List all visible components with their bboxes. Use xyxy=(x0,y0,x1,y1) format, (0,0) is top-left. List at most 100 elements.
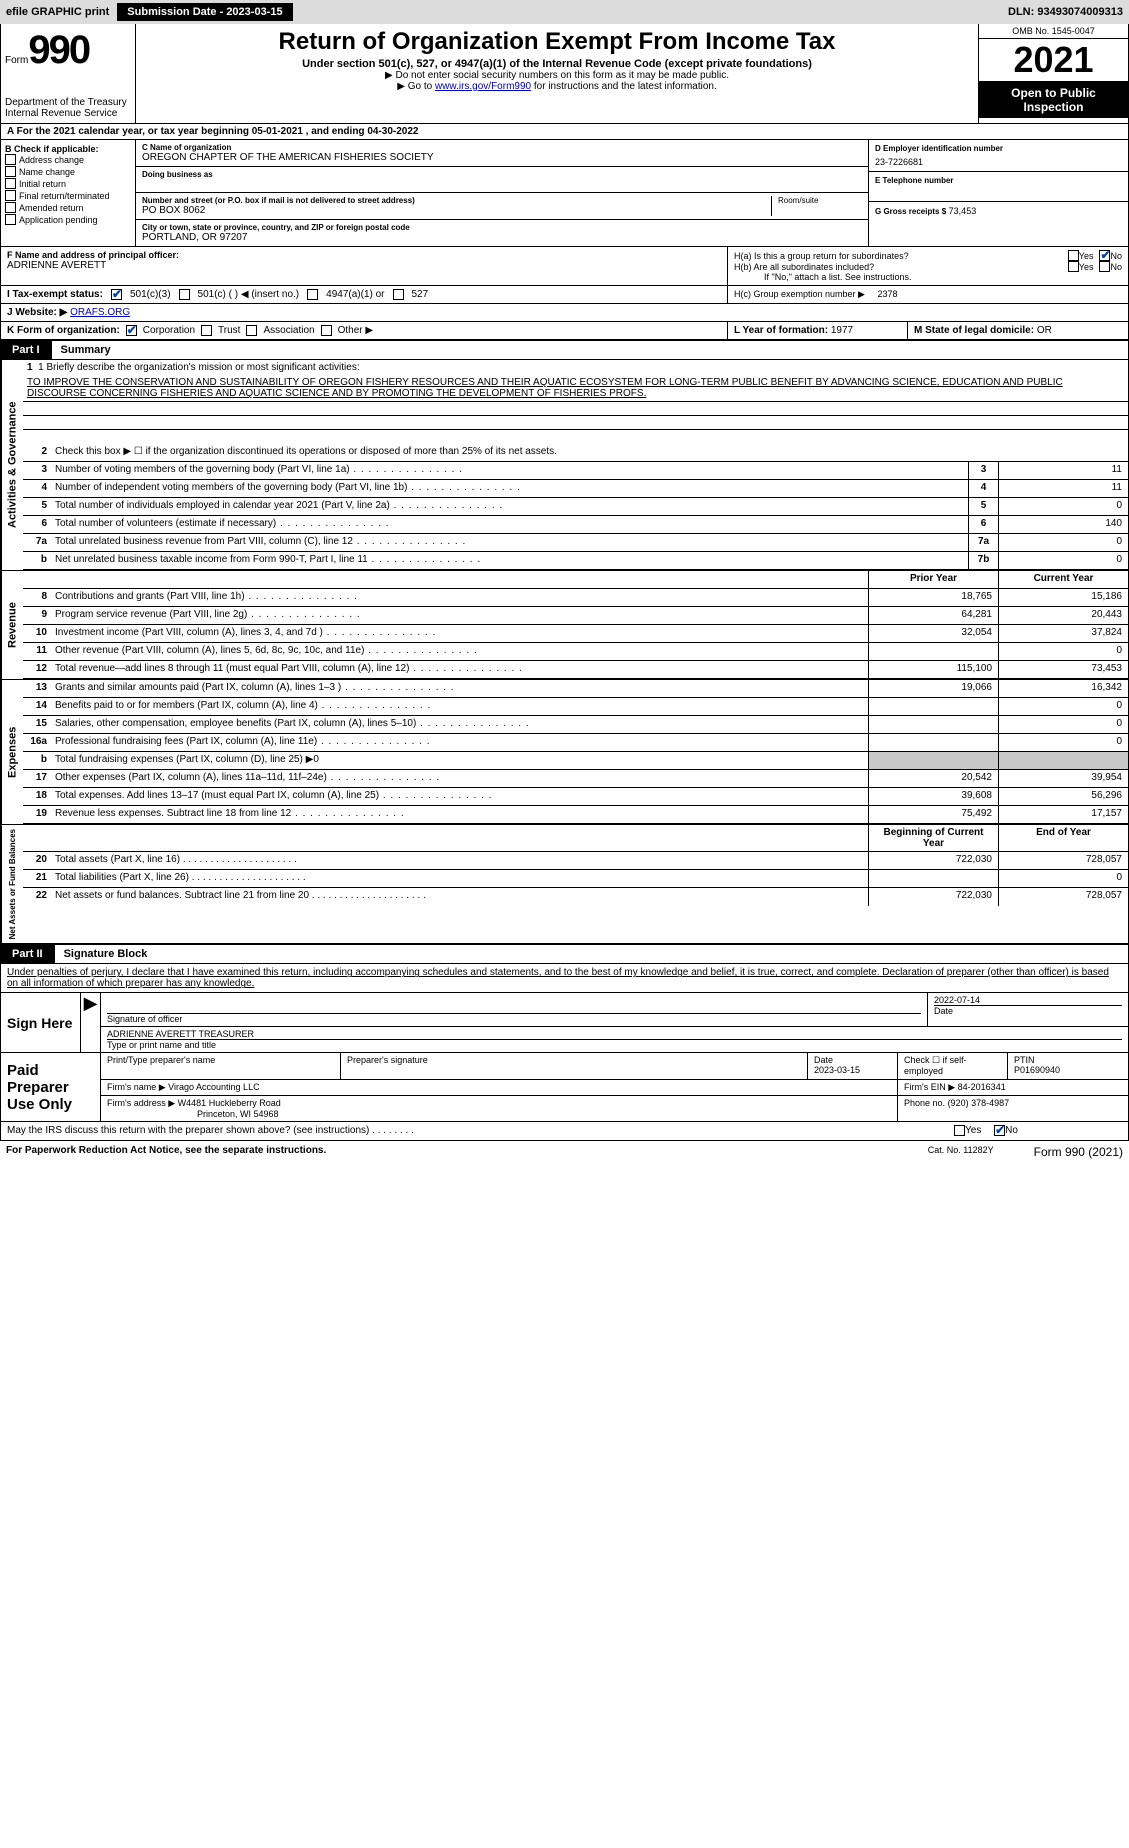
group-exemption-number: 2378 xyxy=(878,289,898,299)
mission-text: TO IMPROVE THE CONSERVATION AND SUSTAINA… xyxy=(23,375,1128,402)
chk-trust[interactable] xyxy=(201,325,212,336)
chk-hb-yes[interactable] xyxy=(1068,261,1079,272)
dept-treasury: Department of the Treasury xyxy=(5,97,131,108)
revenue-row: 12Total revenue—add lines 8 through 11 (… xyxy=(23,661,1128,679)
expense-row: 17Other expenses (Part IX, column (A), l… xyxy=(23,770,1128,788)
chk-ha-no[interactable] xyxy=(1099,250,1110,261)
ptin-value: P01690940 xyxy=(1014,1065,1122,1075)
omb-number: OMB No. 1545-0047 xyxy=(979,24,1128,39)
open-to-public: Open to Public Inspection xyxy=(979,82,1128,118)
sig-officer-label: Signature of officer xyxy=(107,1013,921,1024)
firm-ein: 84-2016341 xyxy=(958,1082,1006,1092)
efile-label: efile GRAPHIC print xyxy=(6,6,109,18)
gov-row: 7aTotal unrelated business revenue from … xyxy=(23,534,1128,552)
side-label-expenses: Expenses xyxy=(1,680,23,824)
part-1-header: Part I Summary xyxy=(0,340,1129,360)
form-header: Form 990 Department of the Treasury Inte… xyxy=(0,24,1129,124)
gov-row: 2Check this box ▶ ☐ if the organization … xyxy=(23,444,1128,462)
arrow-icon: ▶ xyxy=(81,993,101,1052)
form-title-block: Return of Organization Exempt From Incom… xyxy=(136,24,978,123)
expense-row: 16aProfessional fundraising fees (Part I… xyxy=(23,734,1128,752)
expense-row: 15Salaries, other compensation, employee… xyxy=(23,716,1128,734)
firm-phone: (920) 378-4987 xyxy=(948,1098,1010,1108)
paid-preparer-block: Paid Preparer Use Only Print/Type prepar… xyxy=(0,1053,1129,1122)
chk-hb-no[interactable] xyxy=(1099,261,1110,272)
sign-date: 2022-07-14 xyxy=(934,995,1122,1005)
block-b-label: B Check if applicable: xyxy=(5,144,131,154)
preparer-name xyxy=(107,1065,334,1077)
efile-topbar: efile GRAPHIC print Submission Date - 20… xyxy=(0,0,1129,24)
officer-name: ADRIENNE AVERETT TREASURER xyxy=(107,1029,1122,1039)
city-state-zip: PORTLAND, OR 97207 xyxy=(142,232,862,243)
expense-row: 13Grants and similar amounts paid (Part … xyxy=(23,680,1128,698)
form-number: 990 xyxy=(28,28,89,73)
revenue-row: 10Investment income (Part VIII, column (… xyxy=(23,625,1128,643)
chk-amended-return[interactable] xyxy=(5,202,16,213)
gov-row: 4Number of independent voting members of… xyxy=(23,480,1128,498)
expense-row: bTotal fundraising expenses (Part IX, co… xyxy=(23,752,1128,770)
dba-value xyxy=(142,179,862,189)
expense-row: 14Benefits paid to or for members (Part … xyxy=(23,698,1128,716)
goto-instructions: ▶ Go to www.irs.gov/Form990 for instruct… xyxy=(144,81,970,92)
state-domicile: OR xyxy=(1037,325,1052,336)
net-row: 20Total assets (Part X, line 16)722,0307… xyxy=(23,852,1128,870)
blank-line-3 xyxy=(23,430,1128,444)
irs-link[interactable]: www.irs.gov/Form990 xyxy=(435,81,531,92)
chk-initial-return[interactable] xyxy=(5,178,16,189)
chk-ha-yes[interactable] xyxy=(1068,250,1079,261)
firm-address-1: W4481 Huckleberry Road xyxy=(178,1098,281,1108)
may-discuss-row: May the IRS discuss this return with the… xyxy=(0,1122,1129,1140)
chk-address-change[interactable] xyxy=(5,154,16,165)
chk-other[interactable] xyxy=(321,325,332,336)
side-label-revenue: Revenue xyxy=(1,571,23,679)
form-page-id: Form 990 (2021) xyxy=(1034,1145,1123,1159)
firm-address-2: Princeton, WI 54968 xyxy=(107,1109,891,1119)
street-address: PO BOX 8062 xyxy=(142,205,765,216)
chk-501c3[interactable] xyxy=(111,289,122,300)
chk-name-change[interactable] xyxy=(5,166,16,177)
calendar-year-line: A For the 2021 calendar year, or tax yea… xyxy=(0,124,1129,140)
sign-here-block: Sign Here ▶ Signature of officer 2022-07… xyxy=(0,993,1129,1053)
gov-row: 6Total number of volunteers (estimate if… xyxy=(23,516,1128,534)
website-link[interactable]: ORAFS.ORG xyxy=(70,307,130,318)
gov-row: 5Total number of individuals employed in… xyxy=(23,498,1128,516)
blank-line-1 xyxy=(23,402,1128,416)
penalty-statement: Under penalties of perjury, I declare th… xyxy=(0,964,1129,993)
cat-no: Cat. No. 11282Y xyxy=(928,1145,994,1159)
telephone-value xyxy=(875,185,1122,197)
chk-501c[interactable] xyxy=(179,289,190,300)
form-number-block: Form 990 Department of the Treasury Inte… xyxy=(1,24,136,123)
revenue-section: Revenue Prior Year Current Year 8Contrib… xyxy=(0,570,1129,679)
chk-527[interactable] xyxy=(393,289,404,300)
net-row: 22Net assets or fund balances. Subtract … xyxy=(23,888,1128,906)
chk-4947[interactable] xyxy=(307,289,318,300)
chk-discuss-no[interactable] xyxy=(994,1125,1005,1136)
chk-application-pending[interactable] xyxy=(5,214,16,225)
side-label-net: Net Assets or Fund Balances xyxy=(1,825,23,943)
block-c: C Name of organization OREGON CHAPTER OF… xyxy=(136,140,868,246)
net-row: 21Total liabilities (Part X, line 26)0 xyxy=(23,870,1128,888)
net-col-header: Beginning of Current Year End of Year xyxy=(23,825,1128,852)
form-year-block: OMB No. 1545-0047 2021 Open to Public In… xyxy=(978,24,1128,123)
paid-preparer-label: Paid Preparer Use Only xyxy=(1,1053,101,1121)
entity-block: B Check if applicable: Address change Na… xyxy=(0,140,1129,247)
check-applicable-block: B Check if applicable: Address change Na… xyxy=(1,140,136,246)
self-employed-check[interactable]: Check ☐ if self-employed xyxy=(898,1053,1008,1079)
gov-row: 3Number of voting members of the governi… xyxy=(23,462,1128,480)
mission-question: 1 1 Briefly describe the organization's … xyxy=(23,360,1128,375)
chk-corporation[interactable] xyxy=(126,325,137,336)
gross-receipts: 73,453 xyxy=(949,206,977,216)
col-header-row: Prior Year Current Year xyxy=(23,571,1128,589)
revenue-row: 9Program service revenue (Part VIII, lin… xyxy=(23,607,1128,625)
firm-name: Virago Accounting LLC xyxy=(168,1082,259,1092)
principal-officer: ADRIENNE AVERETT xyxy=(7,260,721,271)
chk-association[interactable] xyxy=(246,325,257,336)
submission-date-button[interactable]: Submission Date - 2023-03-15 xyxy=(117,3,292,21)
revenue-row: 11Other revenue (Part VIII, column (A), … xyxy=(23,643,1128,661)
row-k-l-m: K Form of organization: Corporation Trus… xyxy=(0,322,1129,340)
ein-value: 23-7226681 xyxy=(875,157,1122,167)
block-d-e-g: D Employer identification number 23-7226… xyxy=(868,140,1128,246)
chk-final-return[interactable] xyxy=(5,190,16,201)
revenue-row: 8Contributions and grants (Part VIII, li… xyxy=(23,589,1128,607)
chk-discuss-yes[interactable] xyxy=(954,1125,965,1136)
